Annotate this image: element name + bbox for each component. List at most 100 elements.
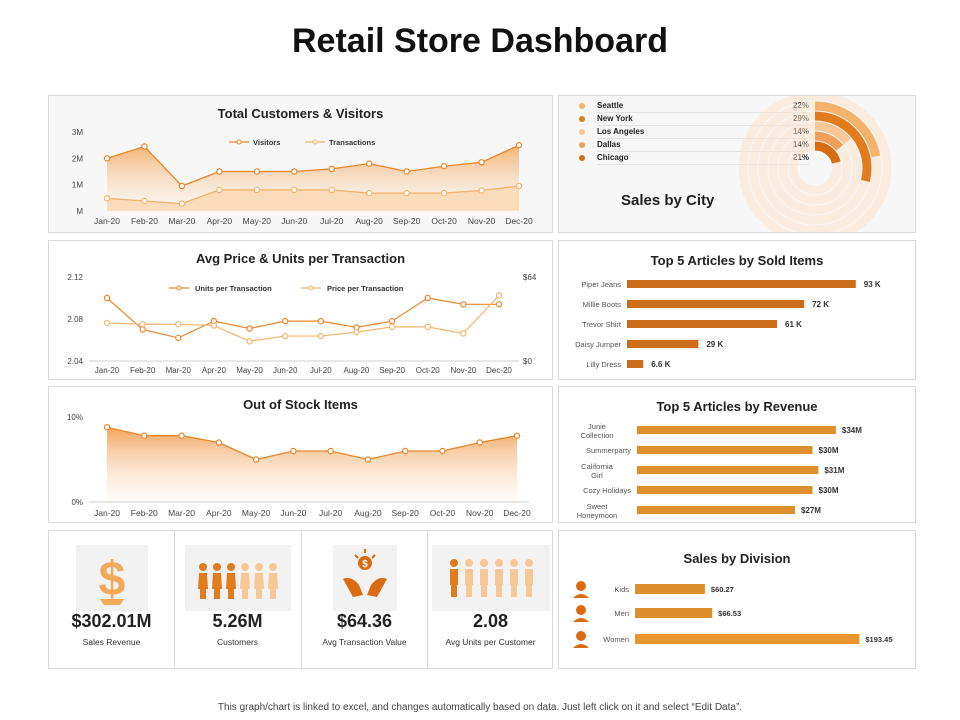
person-head <box>240 563 249 571</box>
svg-text:$: $ <box>362 559 368 570</box>
legend-transactions-marker <box>312 139 318 145</box>
y-tick-label: 0% <box>71 498 83 507</box>
y-tick-label-left: 2.08 <box>67 315 83 324</box>
city-name: New York <box>597 114 633 123</box>
sales-by-city-chart[interactable] <box>559 96 916 233</box>
person-body <box>225 573 236 589</box>
price-point <box>175 321 182 328</box>
person-body <box>267 573 278 589</box>
transactions-point <box>216 186 223 194</box>
data-label: $60.27 <box>711 585 734 594</box>
city-ring-seattle <box>814 101 881 158</box>
legend-dot <box>579 155 585 161</box>
city-ring-chicago <box>814 141 841 164</box>
bar <box>637 486 813 494</box>
bar <box>637 446 813 454</box>
category-label: Honeymoon <box>577 511 617 520</box>
price-point <box>210 322 218 329</box>
y-tick-label-left: 2.04 <box>67 357 83 366</box>
visitors-point <box>103 155 111 162</box>
bar <box>627 300 805 308</box>
person-legs <box>525 585 532 597</box>
stock-point <box>252 456 260 463</box>
person-legs <box>465 585 472 597</box>
x-tick-label: Sep-20 <box>379 366 405 375</box>
y-tick-label-right: $64 <box>523 273 537 282</box>
stock-point <box>215 439 223 446</box>
dollar-icon: $ <box>75 545 148 611</box>
stock-point <box>401 447 409 455</box>
legend-visitors-marker <box>236 139 242 145</box>
transactions-point <box>253 186 261 194</box>
kpi-divider <box>301 531 302 669</box>
y-tick-label: 1M <box>72 181 83 190</box>
footer-note: This graph/chart is linked to excel, and… <box>217 702 743 713</box>
legend-price-label: Price per Transaction <box>327 284 404 293</box>
person-body <box>239 573 250 589</box>
data-label: $30M <box>819 486 839 495</box>
city-ring-dallas <box>814 131 844 151</box>
transactions-point <box>478 187 485 194</box>
price-point <box>246 338 253 345</box>
x-tick-label: Dec-20 <box>505 216 533 226</box>
customers-chart-title: Total Customers & Visitors <box>217 106 384 121</box>
price-point <box>460 330 467 337</box>
stock-area <box>107 427 517 502</box>
kpi-customers: 5.26M Customers <box>175 531 300 669</box>
out-of-stock-chart-title: Out of Stock Items <box>243 397 358 412</box>
x-tick-label: Mar-20 <box>168 216 195 226</box>
kpi-panel: $ $302.01M Sales Revenue 5.26M Customers… <box>48 530 553 669</box>
units-point <box>103 294 111 302</box>
person-body <box>494 569 503 585</box>
stock-point <box>290 447 297 455</box>
kpi-avg-transaction: $ $64.36 Avg Transaction Value <box>302 531 427 669</box>
person-body <box>524 569 533 585</box>
stock-point <box>327 447 334 455</box>
person-head <box>479 559 488 567</box>
visitors-point <box>328 165 335 173</box>
kpi-divider <box>174 531 175 669</box>
category-label: Daisy Jumper <box>575 340 621 349</box>
person-body <box>197 573 208 589</box>
price-point <box>103 319 111 327</box>
units-point <box>246 325 253 332</box>
x-tick-label: Feb-20 <box>131 508 158 518</box>
legend-dot <box>579 142 585 148</box>
avg-price-units-chart[interactable]: 2.04 2.08 2.12 $0 $64 Jan-20 Feb-20 Mar-20 Apr-2… <box>49 241 554 381</box>
units-point <box>175 334 182 342</box>
top-sold-chart[interactable]: Piper Jeans 93 K Millie Boots 72 K Trevor Sh… <box>559 241 917 381</box>
person-body <box>211 573 222 589</box>
visitors-point <box>403 168 410 175</box>
stock-point <box>141 432 148 439</box>
data-label: $31M <box>824 466 844 475</box>
bar <box>635 584 705 594</box>
person-head <box>449 559 458 567</box>
data-label: $193.45 <box>865 635 892 644</box>
transactions-point <box>178 200 186 207</box>
stock-point <box>439 447 446 455</box>
category-label: Millie Boots <box>583 300 622 309</box>
bar <box>637 506 795 514</box>
price-point <box>388 323 396 331</box>
data-label: 6.6 K <box>651 360 670 369</box>
ring-background <box>738 96 892 232</box>
transactions-point <box>515 182 523 190</box>
sales-division-chart[interactable]: Kids $60.27 Men $66.53 Women $193.45 <box>559 531 917 670</box>
out-of-stock-chart[interactable]: 0% 10% Jan-20 Feb-20 Mar-20 Apr-20 May-20 Jun-2… <box>49 387 554 524</box>
person-head <box>464 559 473 567</box>
stock-point <box>103 424 111 431</box>
y-tick-label: M <box>76 207 83 216</box>
city-legend-row: Chicago 21% <box>579 152 809 165</box>
person-legs <box>495 585 502 597</box>
legend-visitors-label: Visitors <box>253 138 280 147</box>
data-label: $66.53 <box>718 609 741 618</box>
legend-dot <box>579 103 585 109</box>
customers-visitors-chart[interactable]: M 1M 2M 3M Jan-20 Feb-20 Mar-20 Apr-20 May-20 Jun… <box>49 96 554 234</box>
y-tick-label: 2M <box>72 154 83 163</box>
person-legs <box>450 585 457 597</box>
visitors-point <box>515 141 523 149</box>
avg-price-chart-title: Avg Price & Units per Transaction <box>195 251 406 266</box>
x-tick-label: Jan-20 <box>95 366 120 375</box>
data-label: $30M <box>819 446 839 455</box>
